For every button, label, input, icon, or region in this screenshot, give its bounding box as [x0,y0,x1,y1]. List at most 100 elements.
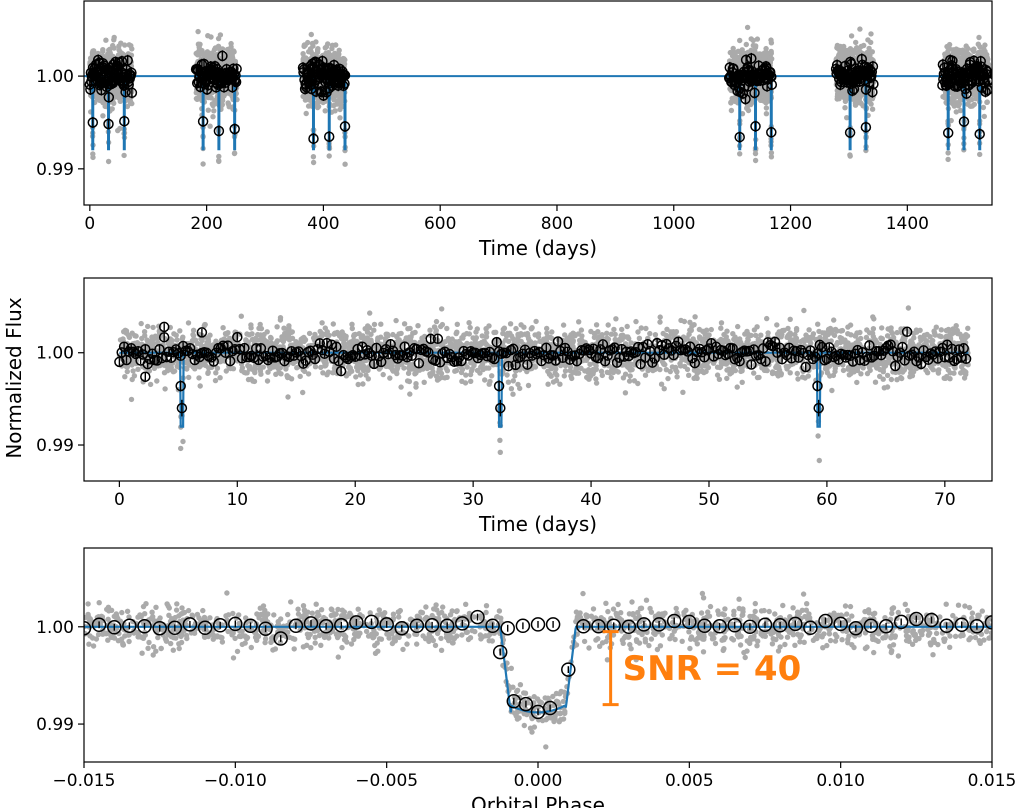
binned-flux-point [860,121,872,133]
binned-flux-point [734,131,745,143]
raw-flux-point [215,43,222,49]
binned-flux-point [87,117,99,128]
raw-flux-point [210,102,216,109]
binned-flux-point [942,127,954,139]
raw-flux-point [945,150,951,156]
raw-flux-point [836,91,842,97]
raw-flux-point [757,51,763,57]
raw-flux-point [976,34,982,41]
raw-flux-point [977,44,983,50]
raw-flux-point [200,161,206,167]
raw-flux-point [763,111,770,117]
binned-flux-point [318,90,329,101]
raw-flux-point [333,91,339,98]
raw-flux-point [957,107,964,114]
raw-flux-point [215,35,222,42]
raw-flux-point [730,45,736,52]
binned-flux-point [339,121,351,132]
raw-flux-point [116,95,122,101]
raw-flux-point [210,114,216,120]
raw-flux-point [868,31,874,37]
binned-flux-point [740,93,751,105]
raw-flux-point [949,100,955,107]
raw-flux-point [196,44,202,50]
raw-flux-point [205,107,211,113]
raw-flux-point [105,158,112,165]
raw-flux-point [861,42,867,49]
raw-flux-point [842,94,848,101]
raw-flux-point [769,56,775,62]
raw-flux-point [768,154,775,160]
raw-flux-point [864,49,870,56]
raw-flux-point [129,46,135,52]
binned-flux-point [126,67,137,78]
raw-flux-point [121,152,127,159]
raw-flux-point [229,55,235,62]
raw-flux-point [337,115,343,121]
raw-flux-point [323,50,329,56]
raw-flux-point [314,104,321,111]
raw-flux-point [228,44,234,50]
binned-flux-point [766,127,777,138]
raw-flux-point [848,33,855,39]
raw-flux-point [739,47,745,53]
raw-flux-series [87,24,992,167]
raw-flux-point [115,127,121,134]
raw-flux-point [308,31,314,38]
raw-flux-point [231,150,238,156]
raw-flux-point [337,106,343,113]
raw-flux-point [942,51,948,57]
raw-flux-point [768,150,775,156]
raw-flux-point [981,113,987,120]
raw-flux-point [90,48,96,54]
raw-flux-point [314,49,321,55]
raw-flux-point [90,154,96,161]
raw-flux-point [205,50,211,57]
raw-flux-point [303,56,309,63]
y-axis-label: Normalized Flux [2,297,26,459]
raw-flux-point [300,51,306,57]
raw-flux-point [951,95,957,102]
raw-flux-point [102,100,108,107]
binned-flux-point [231,63,242,75]
raw-flux-point [216,153,222,160]
raw-flux-point [310,154,317,160]
raw-flux-point [985,56,991,62]
binned-flux-point [737,88,749,99]
raw-flux-point [201,51,207,57]
binned-flux-point [974,128,985,140]
raw-flux-point [768,37,774,43]
binned-flux-point [103,92,115,103]
raw-flux-point [342,161,348,167]
raw-flux-point [753,43,759,49]
raw-flux-point [205,33,211,39]
raw-flux-point [757,97,764,104]
binned-flux-point [308,133,319,144]
raw-flux-point [111,100,117,107]
raw-flux-point [835,46,842,52]
raw-flux-point [763,45,769,52]
raw-flux-point [960,53,966,59]
binned-flux-point [213,125,225,137]
binned-flux-point [958,116,970,127]
raw-flux-point [946,41,953,48]
raw-flux-point [763,105,770,111]
raw-flux-point [869,96,876,102]
raw-flux-point [729,95,735,102]
raw-flux-point [325,41,331,47]
raw-flux-point [116,47,122,53]
raw-flux-point [216,158,222,165]
raw-flux-point [118,40,124,46]
raw-flux-point [842,105,848,111]
raw-flux-point [762,97,768,103]
raw-flux-point [115,89,121,96]
raw-flux-point [847,153,853,159]
raw-flux-point [333,42,339,48]
raw-flux-point [850,96,857,102]
raw-flux-point [307,46,314,52]
raw-flux-point [334,101,340,107]
raw-flux-point [303,110,309,117]
raw-flux-point [728,107,735,114]
raw-flux-point [977,151,983,158]
